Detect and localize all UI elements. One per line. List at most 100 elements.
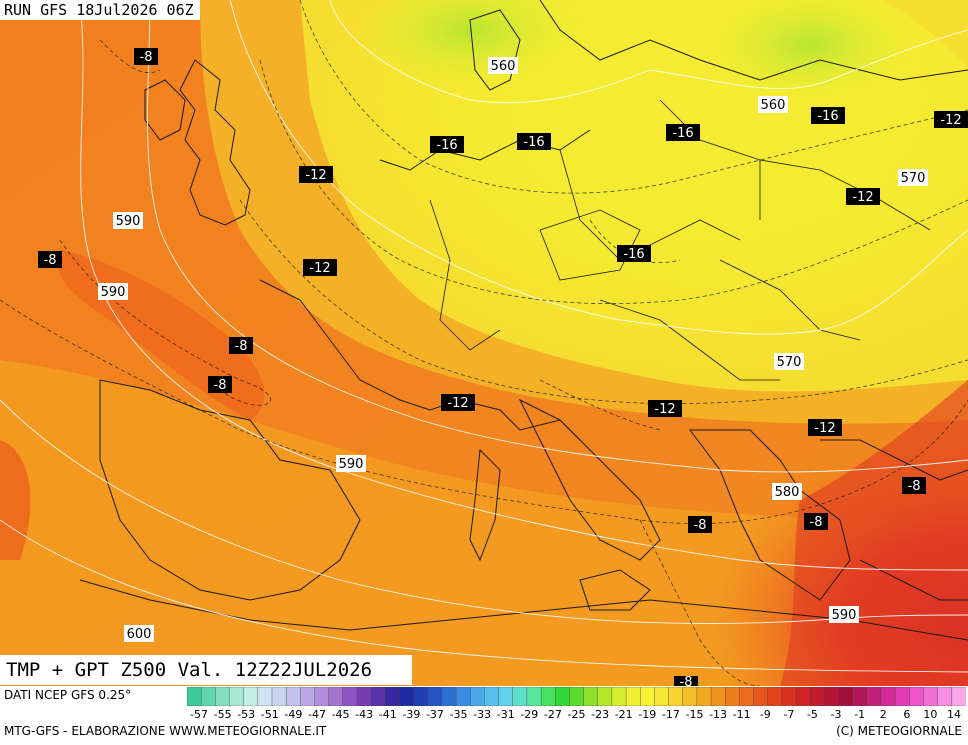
scale-swatch (583, 687, 599, 706)
map-title: TMP + GPT Z500 Val. 12Z22JUL2026 (0, 655, 412, 685)
scale-swatch (328, 687, 344, 706)
svg-text:-12: -12 (447, 396, 468, 411)
scale-swatch (569, 687, 585, 706)
scale-swatch (682, 687, 698, 706)
temp-label: -12 (299, 166, 333, 183)
svg-text:-16: -16 (523, 135, 544, 150)
footer: DATI NCEP GFS 0.25° -57 -55 -53 -51 -49 -47 -4… (0, 686, 968, 745)
hot-core-aegean (780, 380, 968, 686)
scale-tick-label: -55 (213, 708, 232, 721)
geopotential-labels: 560 560 570 570 580 590 590 590 590 600 (98, 57, 928, 642)
scale-swatch (654, 687, 670, 706)
scale-tick-label: -39 (402, 708, 421, 721)
scale-swatch (484, 687, 500, 706)
temperature-color-scale (187, 687, 966, 706)
temp-label: -16 (811, 107, 845, 124)
scale-tick-label: -45 (331, 708, 350, 721)
credit-text: MTG-GFS - ELABORAZIONE WWW.METEOGIORNALE… (4, 724, 327, 738)
temp-label: -8 (674, 675, 698, 686)
scale-swatch (555, 687, 570, 706)
gpt-label: 570 (774, 353, 804, 370)
scale-swatch (866, 687, 882, 706)
svg-text:-8: -8 (694, 518, 707, 533)
scale-tick-label: -13 (709, 708, 728, 721)
scale-swatch (229, 687, 245, 706)
temp-label: -12 (846, 188, 880, 205)
scale-swatch (810, 687, 825, 706)
svg-text:-16: -16 (817, 109, 838, 124)
scale-tick-label: -31 (496, 708, 515, 721)
scale-swatch (725, 687, 740, 706)
scale-swatch (300, 687, 315, 706)
temp-label: -8 (134, 48, 158, 65)
hot-core-iberia (0, 440, 31, 560)
scale-tick-label: 14 (947, 708, 961, 721)
svg-text:-8: -8 (908, 479, 921, 494)
scale-swatch (739, 687, 755, 706)
scale-swatch (257, 687, 273, 706)
svg-text:-12: -12 (305, 168, 326, 183)
scale-tick-label: -7 (783, 708, 795, 721)
scale-tick-label: -9 (759, 708, 771, 721)
svg-text:580: 580 (775, 485, 800, 500)
scale-tick-label: -51 (260, 708, 279, 721)
scale-swatch (597, 687, 613, 706)
temp-label: -8 (688, 516, 712, 533)
temp-label: -8 (902, 477, 926, 494)
gpt-label: 600 (124, 625, 154, 642)
scale-tick-label: -11 (732, 708, 751, 721)
temperature-labels: -8 -8 -8 -8 -8 -8 -8 -8 -12 -12 -12 -12 … (38, 48, 968, 686)
scale-swatch (215, 687, 230, 706)
scale-swatch (187, 687, 202, 706)
scale-swatch (498, 687, 514, 706)
gpt-label: 590 (829, 606, 859, 623)
scale-tick-label: 6 (903, 708, 911, 721)
run-label: RUN GFS 18Jul2026 06Z (0, 0, 200, 20)
temp-label: -8 (208, 376, 232, 393)
scale-swatch (243, 687, 259, 706)
scale-swatch (611, 687, 627, 706)
temp-label: -8 (229, 337, 253, 354)
scale-tick-label: -15 (685, 708, 704, 721)
svg-text:570: 570 (901, 171, 926, 186)
scale-tick-labels: -57 -55 -53 -51 -49 -47 -45 -43 -41 -39 -37 -35 -33-… (187, 708, 966, 722)
scale-tick-label: -29 (520, 708, 539, 721)
scale-tick-label: -41 (378, 708, 397, 721)
copyright-text: (C) METEOGIORNALE (836, 724, 962, 738)
scale-tick-label: -33 (473, 708, 492, 721)
svg-text:-12: -12 (309, 261, 330, 276)
svg-text:590: 590 (832, 608, 857, 623)
temperature-geopotential-map: -8 -8 -8 -8 -8 -8 -8 -8 -12 -12 -12 -12 … (0, 0, 968, 686)
scale-swatch (385, 687, 400, 706)
svg-text:-16: -16 (623, 247, 644, 262)
temp-label: -12 (441, 394, 475, 411)
scale-swatch (540, 687, 556, 706)
scale-swatch (625, 687, 641, 706)
isotherms (0, 0, 968, 686)
scale-tick-label: -47 (307, 708, 326, 721)
scale-swatch (640, 687, 655, 706)
scale-tick-label: -23 (591, 708, 610, 721)
scale-tick-label: -37 (425, 708, 444, 721)
gpt-label: 560 (488, 57, 518, 74)
scale-swatch (441, 687, 457, 706)
scale-swatch (767, 687, 783, 706)
scale-swatch (271, 687, 287, 706)
scale-tick-label: -49 (284, 708, 303, 721)
svg-text:-8: -8 (235, 339, 248, 354)
scale-swatch (413, 687, 429, 706)
scale-swatch (781, 687, 797, 706)
scale-tick-label: -27 (543, 708, 562, 721)
scale-swatch (824, 687, 840, 706)
scale-swatch (795, 687, 811, 706)
scale-swatch (710, 687, 726, 706)
data-source: DATI NCEP GFS 0.25° (4, 688, 132, 702)
gpt-label: 590 (336, 455, 366, 472)
scale-swatch (852, 687, 868, 706)
scale-swatch (668, 687, 684, 706)
scale-tick-label: -5 (806, 708, 818, 721)
scale-tick-label: -57 (190, 708, 208, 721)
gpt-label: 580 (772, 483, 802, 500)
scale-swatch (937, 687, 953, 706)
gpt-label: 590 (113, 212, 143, 229)
